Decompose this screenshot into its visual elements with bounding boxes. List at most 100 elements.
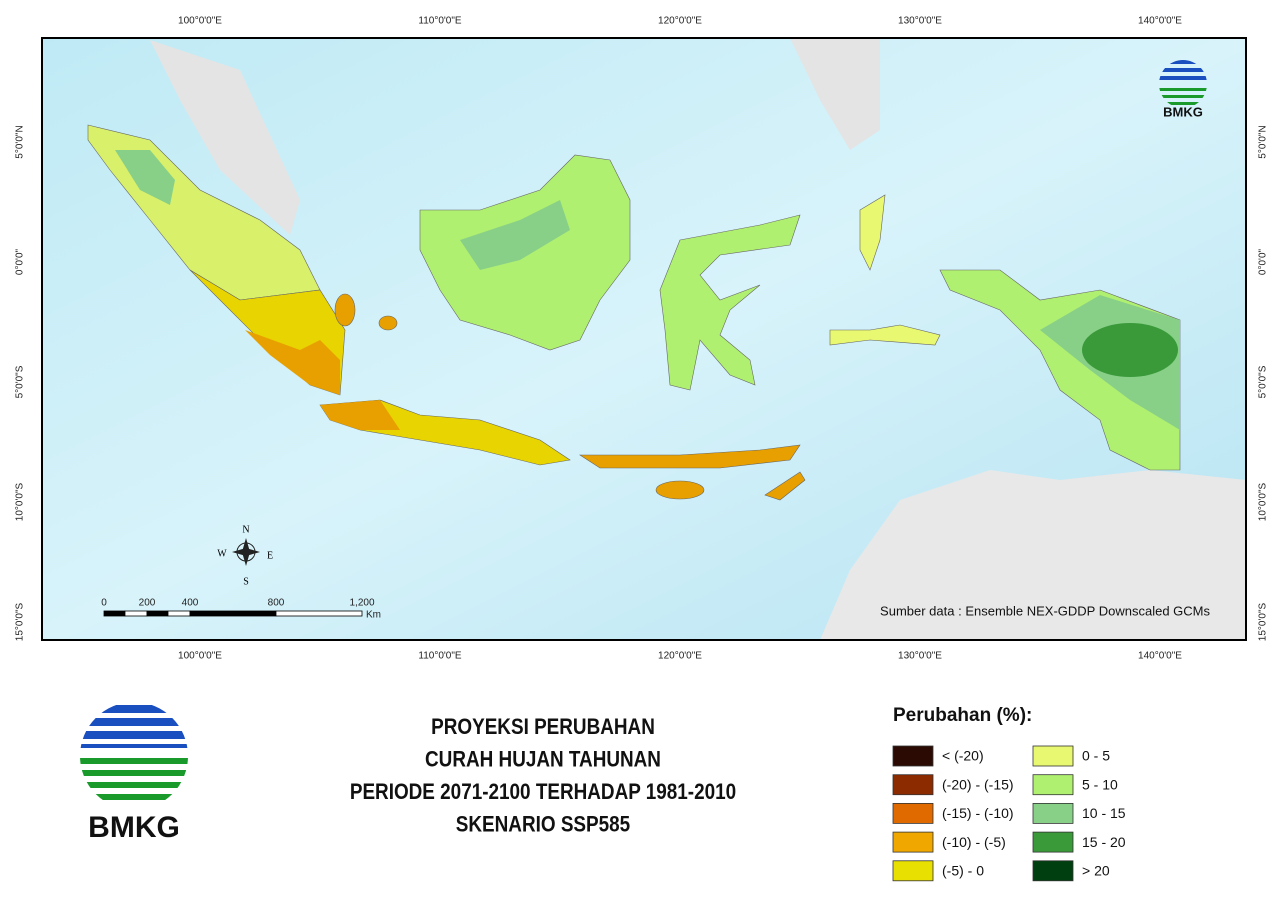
- scale-label: 800: [268, 598, 285, 609]
- halmahera: [859, 194, 886, 271]
- lat-label: 0°0'0": [15, 248, 26, 275]
- java-west: [320, 400, 400, 430]
- logo-stripe: [80, 705, 188, 713]
- philippines: [790, 38, 880, 150]
- graticule-labels: 100°0'0"E 100°0'0"E 110°0'0"E 110°0'0"E 120°…: [15, 16, 1269, 662]
- logo-stripe: [80, 731, 188, 739]
- title-line: CURAH HUJAN TAHUNAN: [425, 747, 661, 772]
- source-note: Sumber data : Ensemble NEX-GDDP Downscal…: [880, 603, 1210, 618]
- lon-label: 100°0'0"E: [178, 651, 222, 662]
- legend-swatch: [892, 745, 934, 767]
- legend-label: > 20: [1082, 863, 1110, 879]
- sumba: [655, 480, 705, 500]
- malay-peninsula: [150, 40, 300, 235]
- big-logo: BMKG: [80, 705, 188, 844]
- sumatra-coast: [245, 330, 340, 395]
- lat-label: 15°0'0"S: [15, 602, 26, 641]
- legend-label: < (-20): [942, 748, 984, 764]
- logo-stripe: [80, 718, 188, 726]
- compass-needle: [232, 548, 260, 556]
- map-logo: BMKG: [1159, 60, 1207, 119]
- title: PROYEKSI PERUBAHAN CURAH HUJAN TAHUNAN PER…: [350, 715, 736, 837]
- legend-label: 10 - 15: [1082, 805, 1126, 821]
- scale-unit: Km: [366, 610, 381, 621]
- compass-ring: [236, 542, 256, 562]
- kalimantan-core: [460, 200, 570, 270]
- sulawesi: [659, 214, 801, 391]
- lat-label: 5°0'0"N: [1258, 125, 1269, 158]
- lon-label: 120°0'0"E: [658, 651, 702, 662]
- legend-label: (-20) - (-15): [942, 776, 1014, 792]
- legend: < (-20) (-20) - (-15) (-15) - (-10) (-10) -…: [892, 745, 1126, 882]
- lat-label: 10°0'0"S: [1258, 482, 1269, 521]
- logo-stripe: [80, 770, 188, 776]
- lon-label: 140°0'0"E: [1138, 16, 1182, 27]
- logo-stripe: [1159, 88, 1207, 91]
- lon-label: 130°0'0"E: [898, 651, 942, 662]
- compass-w: W: [217, 548, 227, 559]
- compass-s: S: [243, 576, 249, 587]
- lat-label: 5°0'0"S: [1258, 365, 1269, 398]
- legend-title: Perubahan (%):: [893, 705, 1032, 726]
- logo-stripe: [1159, 76, 1207, 80]
- logo-stripe: [80, 782, 188, 788]
- legend-swatch: [892, 860, 934, 882]
- lat-label: 10°0'0"S: [15, 482, 26, 521]
- logo-text: BMKG: [1163, 104, 1203, 119]
- scale-label: 400: [182, 598, 199, 609]
- map-frame: [41, 37, 1247, 641]
- scale-label: 1,200: [349, 598, 374, 609]
- logo-stripe: [1159, 102, 1207, 105]
- scale-segment: [167, 610, 191, 617]
- legend-swatch: [1032, 803, 1074, 824]
- lon-label: 110°0'0"E: [418, 651, 462, 662]
- title-line: PERIODE 2071-2100 TERHADAP 1981-2010: [350, 780, 736, 805]
- lon-label: 140°0'0"E: [1138, 651, 1182, 662]
- legend-swatch: [892, 774, 934, 796]
- scale-segment: [275, 610, 363, 617]
- title-line: PROYEKSI PERUBAHAN: [431, 715, 655, 740]
- scale-label: 200: [139, 598, 156, 609]
- legend-label: (-10) - (-5): [942, 834, 1006, 850]
- legend-label: 5 - 10: [1082, 776, 1118, 792]
- scale-segment: [146, 610, 169, 617]
- compass-e: E: [267, 550, 273, 561]
- title-line: SKENARIO SSP585: [456, 812, 630, 837]
- lat-label: 5°0'0"N: [15, 125, 26, 158]
- compass-n: N: [242, 524, 249, 535]
- sumatra-aceh: [115, 150, 175, 205]
- timor: [764, 471, 806, 501]
- lat-label: 5°0'0"S: [15, 365, 26, 398]
- lon-label: 130°0'0"E: [898, 16, 942, 27]
- legend-swatch: [1032, 831, 1074, 853]
- legend-swatch: [1032, 745, 1074, 767]
- belitung: [378, 315, 398, 331]
- legend-swatch: [1032, 774, 1074, 796]
- legend-swatch: [892, 803, 934, 824]
- lat-label: 15°0'0"S: [1258, 602, 1269, 641]
- logo-stripe: [80, 758, 188, 764]
- logo-stripe: [1159, 95, 1207, 98]
- maluku: [829, 324, 941, 346]
- logo-text: BMKG: [88, 811, 180, 844]
- scale-segment: [189, 610, 277, 617]
- australia: [820, 470, 1246, 640]
- nusa-tenggara: [578, 444, 801, 469]
- scale-segment: [124, 610, 148, 617]
- legend-swatch: [1032, 860, 1074, 882]
- legend-label: 0 - 5: [1082, 748, 1110, 764]
- lon-label: 100°0'0"E: [178, 16, 222, 27]
- lon-label: 120°0'0"E: [658, 16, 702, 27]
- scale-label: 0: [101, 598, 107, 609]
- papua-core: [1082, 323, 1178, 377]
- lat-label: 0°0'0": [1258, 248, 1269, 275]
- compass: N E S W: [217, 524, 273, 587]
- bangka: [334, 293, 356, 327]
- logo-stripe: [80, 744, 188, 748]
- legend-swatch: [892, 831, 934, 853]
- legend-label: (-5) - 0: [942, 863, 984, 879]
- lon-label: 110°0'0"E: [418, 16, 462, 27]
- scale-segment: [103, 610, 126, 617]
